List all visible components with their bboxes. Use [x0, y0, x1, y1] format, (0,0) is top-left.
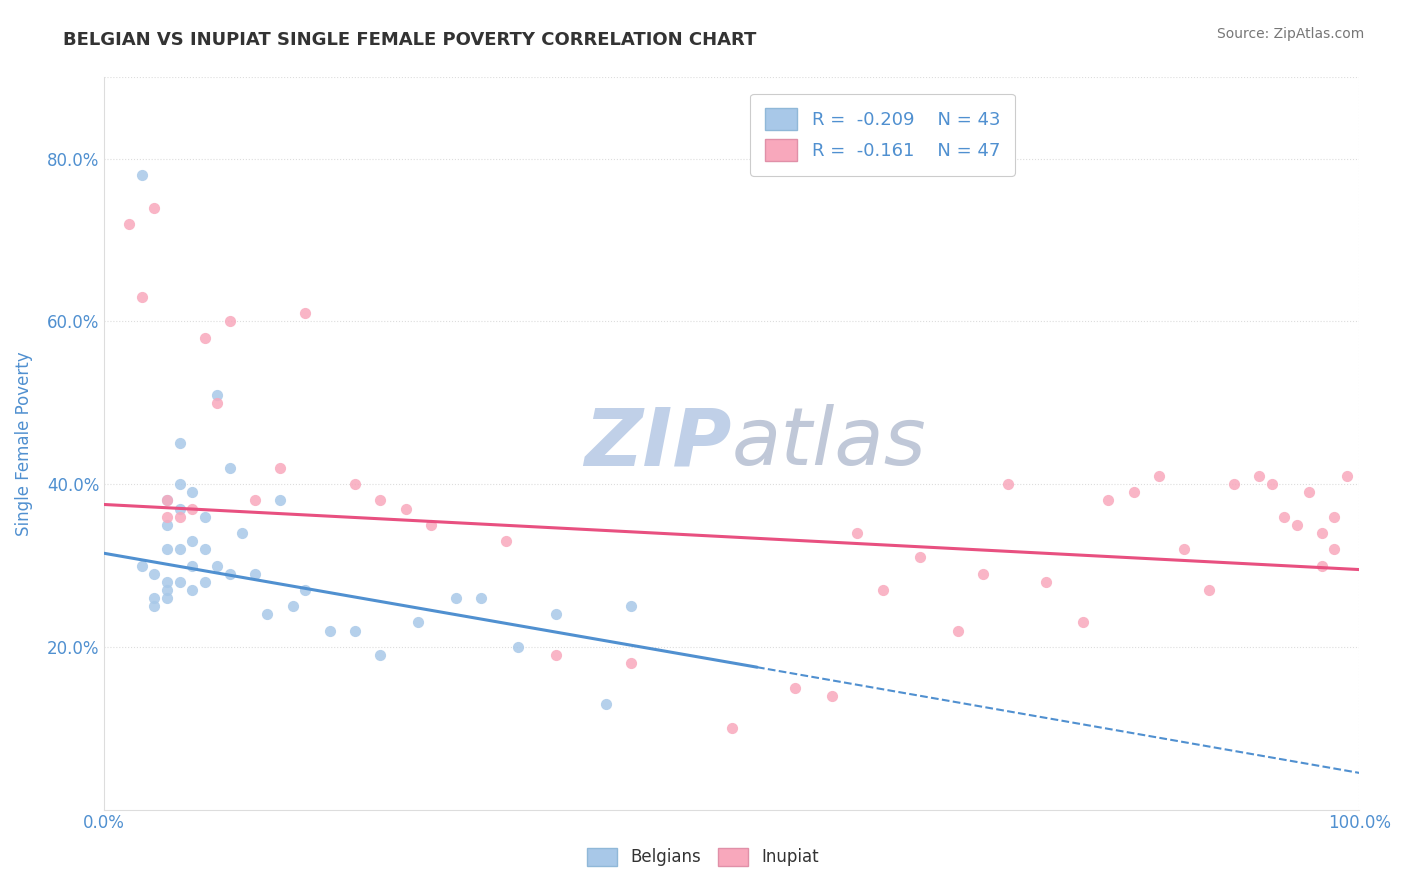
Point — [294, 306, 316, 320]
Point — [256, 607, 278, 622]
Point — [721, 721, 744, 735]
Point — [156, 509, 179, 524]
Point — [156, 591, 179, 605]
Point — [444, 591, 467, 605]
Y-axis label: Single Female Poverty: Single Female Poverty — [15, 351, 32, 536]
Point — [1285, 517, 1308, 532]
Point — [205, 396, 228, 410]
Point — [181, 501, 204, 516]
Point — [169, 501, 191, 516]
Point — [1310, 525, 1333, 540]
Point — [218, 314, 240, 328]
Legend: R =  -0.209    N = 43, R =  -0.161    N = 47: R = -0.209 N = 43, R = -0.161 N = 47 — [751, 94, 1015, 176]
Point — [269, 493, 291, 508]
Text: Source: ZipAtlas.com: Source: ZipAtlas.com — [1216, 27, 1364, 41]
Point — [131, 558, 153, 573]
Point — [508, 640, 530, 654]
Text: ZIP: ZIP — [585, 404, 733, 483]
Point — [194, 331, 217, 345]
Point — [972, 566, 994, 581]
Point — [194, 509, 217, 524]
Point — [156, 493, 179, 508]
Point — [1323, 509, 1346, 524]
Point — [169, 574, 191, 589]
Point — [344, 624, 367, 638]
Point — [118, 217, 141, 231]
Point — [218, 461, 240, 475]
Text: BELGIAN VS INUPIAT SINGLE FEMALE POVERTY CORRELATION CHART: BELGIAN VS INUPIAT SINGLE FEMALE POVERTY… — [63, 31, 756, 49]
Point — [419, 517, 441, 532]
Point — [181, 582, 204, 597]
Point — [169, 509, 191, 524]
Point — [1073, 615, 1095, 630]
Point — [281, 599, 304, 614]
Point — [156, 493, 179, 508]
Point — [406, 615, 429, 630]
Point — [156, 517, 179, 532]
Point — [156, 582, 179, 597]
Point — [181, 534, 204, 549]
Point — [946, 624, 969, 638]
Point — [231, 525, 253, 540]
Point — [205, 387, 228, 401]
Point — [1323, 542, 1346, 557]
Point — [872, 582, 894, 597]
Point — [344, 477, 367, 491]
Point — [1310, 558, 1333, 573]
Point — [783, 681, 806, 695]
Point — [1336, 469, 1358, 483]
Point — [143, 201, 166, 215]
Point — [156, 574, 179, 589]
Point — [1223, 477, 1246, 491]
Point — [1122, 485, 1144, 500]
Point — [131, 168, 153, 182]
Point — [194, 574, 217, 589]
Point — [470, 591, 492, 605]
Point — [218, 566, 240, 581]
Point — [243, 493, 266, 508]
Point — [143, 566, 166, 581]
Point — [205, 558, 228, 573]
Point — [908, 550, 931, 565]
Point — [997, 477, 1019, 491]
Text: atlas: atlas — [733, 404, 927, 483]
Point — [131, 290, 153, 304]
Point — [495, 534, 517, 549]
Point — [181, 558, 204, 573]
Point — [1198, 582, 1220, 597]
Point — [821, 689, 844, 703]
Point — [143, 591, 166, 605]
Point — [1035, 574, 1057, 589]
Point — [181, 485, 204, 500]
Point — [546, 648, 568, 662]
Point — [1260, 477, 1282, 491]
Legend: Belgians, Inupiat: Belgians, Inupiat — [579, 839, 827, 875]
Point — [595, 697, 617, 711]
Point — [194, 542, 217, 557]
Point — [1272, 509, 1295, 524]
Point — [546, 607, 568, 622]
Point — [294, 582, 316, 597]
Point — [370, 648, 392, 662]
Point — [319, 624, 342, 638]
Point — [1147, 469, 1170, 483]
Point — [620, 599, 643, 614]
Point — [846, 525, 869, 540]
Point — [370, 493, 392, 508]
Point — [1097, 493, 1119, 508]
Point — [269, 461, 291, 475]
Point — [1249, 469, 1271, 483]
Point — [243, 566, 266, 581]
Point — [394, 501, 416, 516]
Point — [169, 542, 191, 557]
Point — [169, 477, 191, 491]
Point — [620, 656, 643, 670]
Point — [143, 599, 166, 614]
Point — [1173, 542, 1195, 557]
Point — [169, 436, 191, 450]
Point — [1298, 485, 1320, 500]
Point — [156, 542, 179, 557]
